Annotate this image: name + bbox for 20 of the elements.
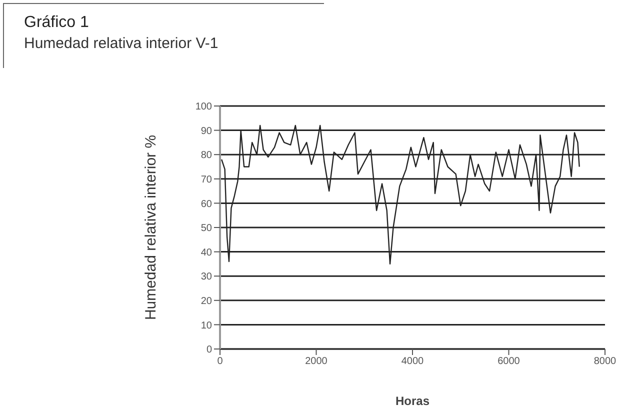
x-tick-label: 8000 [594,356,617,368]
y-tick-label: 50 [200,223,212,234]
x-tick-label: 6000 [498,356,520,368]
text: Gráfico 1 [24,14,89,32]
x-axis-title: Horas [395,394,430,408]
y-tick-label: 80 [200,150,212,162]
y-tick-label: 30 [200,272,212,283]
y-tick-label: 0 [206,344,212,356]
chart-subtitle: Humedad relativa interior V-1 [24,35,218,52]
y-tick-label: 20 [200,296,212,307]
y-tick-label: 60 [200,198,212,210]
y-tick-label: 90 [200,126,212,137]
y-tick-label: 40 [200,247,212,258]
x-tick-label: 2000 [305,356,328,368]
x-tick-label: 4000 [401,356,424,368]
y-tick-label: 10 [200,320,212,332]
x-tick-label: 0 [217,356,224,368]
y-tick-label: 70 [200,174,212,186]
y-axis-title: Humedad relativa interior % [142,134,160,320]
y-tick-label: 100 [195,102,212,113]
